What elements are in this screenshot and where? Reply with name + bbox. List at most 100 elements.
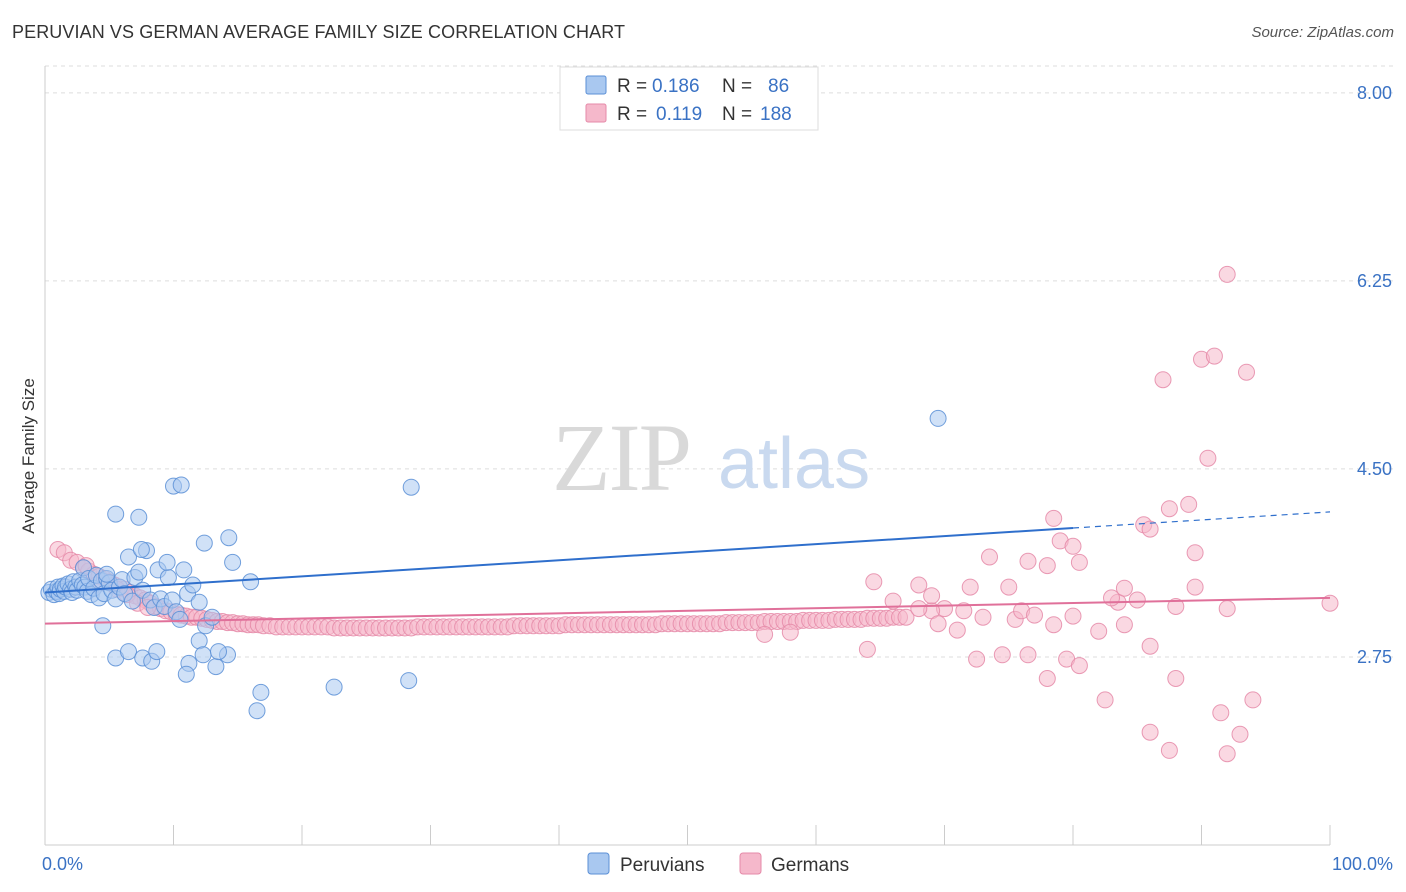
germans-point-151	[1141, 637, 1159, 655]
peruvians-point-76	[190, 632, 208, 650]
peruvians-point-59	[132, 541, 150, 558]
bottom-legend-peruvians: Peruvians	[620, 855, 705, 876]
germans-point-173	[1186, 544, 1204, 562]
germans-point-178	[1238, 363, 1255, 381]
y-tick-label-2: 6.25	[1357, 271, 1392, 291]
germans-point-185	[1070, 657, 1088, 675]
peruvians-point-52	[184, 576, 202, 594]
peruvians-point-60	[158, 553, 176, 571]
y-axis-title: Average Family Size	[19, 378, 38, 534]
chart-title: PERUVIAN VS GERMAN AVERAGE FAMILY SIZE C…	[12, 22, 626, 42]
peruvians-trend-line	[44, 527, 1074, 594]
germans-point-148	[1090, 622, 1108, 640]
germans-point-177	[1205, 347, 1223, 365]
axes	[44, 66, 1331, 846]
legend-n-label-peruvians: N =	[722, 76, 752, 97]
peruvians-point-61	[195, 534, 213, 552]
germans-point-154	[910, 600, 928, 618]
germans-point-190	[1212, 704, 1230, 722]
peruvians-point-38	[130, 563, 148, 581]
germans-point-167	[1064, 537, 1082, 555]
peruvians-point-78	[207, 658, 225, 676]
legend-swatch-peruvians	[585, 75, 607, 95]
stats-legend: R = 0.186 N = 86 R = 0.119 N = 188	[559, 66, 819, 131]
peruvians-point-84	[210, 643, 227, 661]
germans-point-188	[1160, 741, 1178, 759]
series-legend: Peruvians Germans	[587, 852, 849, 876]
germans-point-141	[955, 602, 973, 620]
germans-point-189	[1167, 670, 1185, 687]
germans-point-175	[1154, 371, 1172, 389]
germans-point-183	[1038, 670, 1056, 687]
peruvians-point-46	[159, 569, 177, 586]
germans-point-180	[968, 650, 986, 668]
germans-point-142	[974, 608, 992, 626]
source-label: Source: ZipAtlas.com	[1251, 24, 1394, 41]
peruvians-point-53	[190, 593, 208, 611]
germans-point-161	[1000, 578, 1018, 596]
legend-n-label-germans: N =	[722, 104, 752, 125]
legend-r-value-germans: 0.119	[656, 104, 702, 125]
germans-point-191	[1218, 745, 1236, 763]
x-tick-label-0: 0.0%	[42, 854, 83, 874]
legend-swatch-germans	[585, 103, 607, 123]
germans-point-163	[1038, 557, 1056, 575]
watermark: ZIP atlas	[552, 404, 870, 511]
peruvians-point-81	[248, 702, 266, 720]
peruvians-point-62	[220, 529, 238, 547]
germans-point-172	[1180, 495, 1198, 513]
peruvians-point-67	[402, 478, 420, 496]
peruvians-point-75	[177, 665, 195, 683]
germans-point-192	[1231, 725, 1249, 743]
y-tick-label-0: 2.75	[1357, 647, 1392, 667]
germans-point-174	[1199, 449, 1217, 467]
legend-r-label-germans: R =	[617, 104, 647, 125]
germans-point-202	[1186, 578, 1204, 596]
bottom-legend-swatch-peruvians	[587, 852, 610, 875]
bottom-legend-swatch-germans	[739, 852, 762, 875]
watermark-atlas: atlas	[718, 424, 870, 504]
legend-r-label-peruvians: R =	[617, 76, 647, 97]
peruvians-point-49	[171, 610, 189, 628]
germans-point-150	[1128, 591, 1146, 609]
germans-point-196	[858, 640, 876, 658]
peruvians-point-58	[130, 508, 148, 526]
peruvians-point-50	[175, 561, 193, 579]
germans-point-165	[1045, 509, 1063, 527]
germans-trend-line	[44, 596, 1331, 625]
x-tick-label-1: 100.0%	[1332, 854, 1393, 874]
germans-point-194	[756, 625, 774, 643]
germans-point-201	[1321, 594, 1339, 612]
germans-point-152	[1167, 598, 1185, 615]
trend-lines	[44, 511, 1331, 625]
watermark-zip: ZIP	[552, 404, 690, 511]
peruvians-point-63	[224, 553, 242, 571]
germans-point-160	[981, 548, 998, 566]
germans-point-197	[929, 615, 947, 633]
peruvians-point-66	[172, 476, 190, 494]
peruvians-point-56	[94, 617, 112, 635]
peruvians-point-57	[107, 505, 125, 523]
germans-point-139	[897, 608, 915, 626]
germans-point-199	[1115, 616, 1133, 634]
legend-n-value-peruvians: 86	[768, 76, 789, 97]
germans-point-181	[993, 646, 1011, 664]
germans-point-168	[1115, 579, 1133, 597]
germans-point-193	[1244, 691, 1262, 709]
germans-point-198	[948, 621, 966, 639]
germans-points	[49, 265, 1339, 763]
gridlines	[45, 65, 1395, 658]
germans-point-195	[781, 623, 799, 641]
y-tick-label-1: 4.50	[1357, 459, 1392, 479]
germans-point-186	[1096, 691, 1114, 709]
peruvians-point-64	[242, 573, 260, 591]
germans-point-145	[1026, 606, 1043, 624]
germans-point-166	[1070, 553, 1088, 571]
germans-point-171	[1160, 500, 1178, 518]
germans-point-182	[1019, 646, 1037, 664]
germans-point-157	[910, 576, 928, 594]
germans-point-200	[1218, 600, 1236, 618]
peruvians-point-55	[203, 608, 221, 626]
peruvians-point-82	[325, 678, 343, 696]
peruvians-point-85	[98, 565, 116, 583]
